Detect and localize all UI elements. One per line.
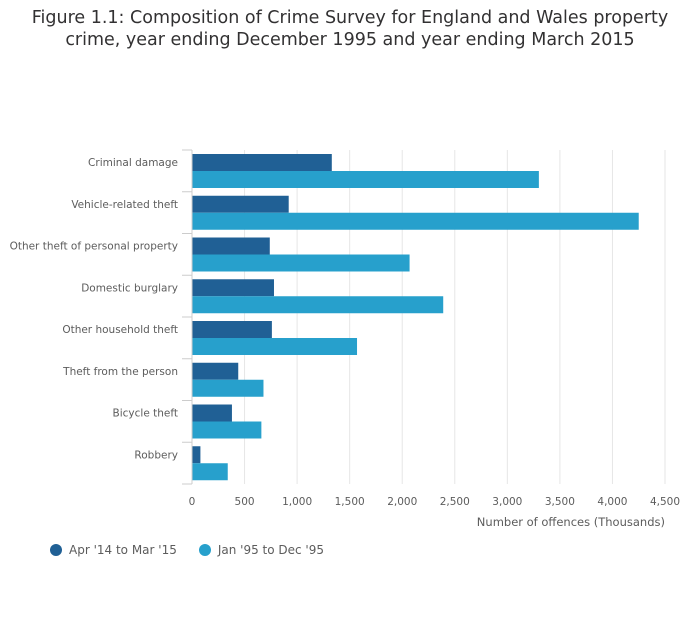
bar-2014-15[interactable] — [192, 154, 332, 171]
bar-2014-15[interactable] — [192, 446, 201, 464]
bar-1995[interactable] — [192, 463, 228, 481]
x-tick-label: 1,000 — [282, 496, 312, 508]
x-tick-labels: 0 500 1,000 1,500 2,000 2,500 3,000 3,500 4,000 4… — [189, 496, 680, 508]
category-label: Theft from the person — [62, 366, 178, 378]
bar-2014-15[interactable] — [192, 237, 270, 255]
category-labels: Criminal damage Vehicle-related theft Othe… — [10, 157, 178, 461]
bar-1995[interactable] — [192, 212, 639, 230]
x-axis-label: Number of offences (Thousands) — [477, 515, 665, 529]
x-tick-label: 1,500 — [335, 496, 365, 508]
x-tick-label: 4,500 — [650, 496, 680, 508]
legend-label-2014-15: Apr '14 to Mar '15 — [69, 543, 177, 557]
bars — [192, 154, 639, 481]
category-label: Criminal damage — [88, 157, 178, 169]
chart-title-line-1: Figure 1.1: Composition of Crime Survey … — [31, 8, 669, 28]
category-label: Bicycle theft — [113, 408, 178, 420]
bar-2014-15[interactable] — [192, 362, 239, 380]
bar-1995[interactable] — [192, 338, 358, 355]
bar-1995[interactable] — [192, 254, 410, 272]
x-tick-label: 2,500 — [440, 496, 470, 508]
bar-1995[interactable] — [192, 421, 262, 439]
bar-2014-15[interactable] — [192, 404, 232, 422]
x-tick-label: 3,500 — [545, 496, 575, 508]
bar-1995[interactable] — [192, 296, 444, 314]
chart-title-line-2: crime, year ending December 1995 and yea… — [65, 30, 635, 50]
category-label: Vehicle-related theft — [71, 199, 178, 211]
legend-item-1995[interactable]: Jan '95 to Dec '95 — [198, 543, 325, 557]
grid-lines — [244, 150, 666, 484]
bar-2014-15[interactable] — [192, 321, 272, 338]
x-tick-label: 0 — [189, 496, 196, 508]
legend-item-2014-15[interactable]: Apr '14 to Mar '15 — [50, 543, 177, 557]
category-label: Other household theft — [62, 324, 178, 336]
chart-title: Figure 1.1: Composition of Crime Survey … — [0, 7, 700, 51]
x-tick-label: 2,000 — [387, 496, 417, 508]
legend: Apr '14 to Mar '15 Jan '95 to Dec '95 — [50, 541, 346, 559]
x-tick-label: 3,000 — [492, 496, 522, 508]
axes — [182, 149, 193, 485]
bar-2014-15[interactable] — [192, 195, 289, 213]
x-tick-label: 500 — [235, 496, 255, 508]
category-label: Other theft of personal property — [10, 241, 178, 253]
category-label: Domestic burglary — [81, 282, 178, 294]
bar-2014-15[interactable] — [192, 279, 274, 297]
category-label: Robbery — [134, 449, 178, 461]
x-tick-label: 4,000 — [597, 496, 627, 508]
legend-label-1995: Jan '95 to Dec '95 — [217, 543, 325, 557]
legend-swatch-2014-15 — [50, 544, 62, 556]
bar-1995[interactable] — [192, 171, 539, 188]
bar-1995[interactable] — [192, 379, 264, 397]
legend-swatch-1995 — [198, 544, 211, 556]
